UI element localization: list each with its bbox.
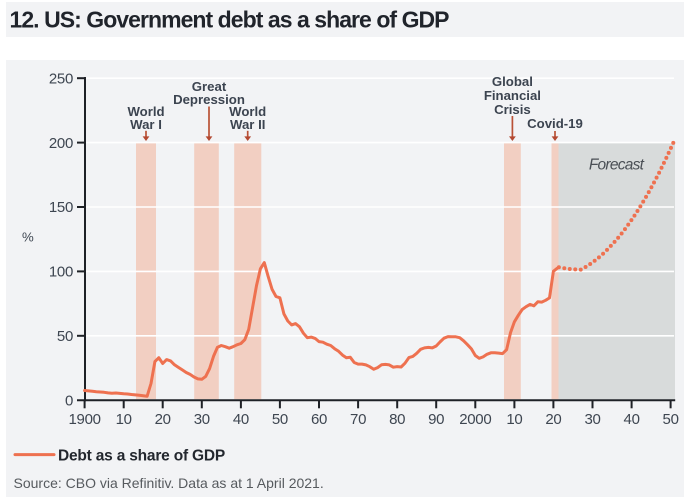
svg-text:10: 10	[116, 411, 132, 428]
svg-text:Depression: Depression	[173, 92, 245, 107]
svg-text:40: 40	[624, 411, 640, 428]
svg-text:War I: War I	[130, 117, 162, 132]
svg-text:Crisis: Crisis	[494, 102, 531, 117]
svg-text:30: 30	[194, 411, 210, 428]
svg-text:40: 40	[233, 411, 249, 428]
svg-text:50: 50	[663, 411, 679, 428]
svg-text:100: 100	[49, 264, 73, 281]
svg-text:Global: Global	[492, 74, 533, 89]
svg-text:80: 80	[389, 411, 405, 428]
svg-text:%: %	[22, 230, 34, 245]
svg-text:250: 250	[49, 70, 73, 87]
svg-text:200: 200	[49, 135, 73, 152]
svg-text:Forecast: Forecast	[589, 157, 645, 174]
svg-text:1900: 1900	[69, 411, 101, 428]
svg-text:Covid-19: Covid-19	[527, 116, 583, 131]
svg-text:60: 60	[311, 411, 327, 428]
svg-text:12. US: Government debt as a s: 12. US: Government debt as a share of GD…	[10, 7, 450, 33]
svg-text:10: 10	[506, 411, 522, 428]
svg-text:50: 50	[57, 328, 73, 345]
svg-text:150: 150	[49, 199, 73, 216]
svg-text:World: World	[229, 104, 266, 119]
svg-text:Debt as a share of GDP: Debt as a share of GDP	[58, 447, 225, 464]
svg-text:War II: War II	[230, 117, 265, 132]
svg-text:20: 20	[155, 411, 171, 428]
svg-text:20: 20	[545, 411, 561, 428]
svg-text:Great: Great	[192, 79, 227, 94]
svg-text:Financial: Financial	[484, 88, 541, 103]
svg-text:2000: 2000	[459, 411, 491, 428]
svg-text:Source: CBO via Refinitiv. Dat: Source: CBO via Refinitiv. Data as at 1 …	[14, 475, 324, 491]
svg-text:50: 50	[272, 411, 288, 428]
svg-text:World: World	[127, 104, 164, 119]
svg-text:70: 70	[350, 411, 366, 428]
svg-text:90: 90	[428, 411, 444, 428]
svg-text:0: 0	[65, 392, 73, 409]
svg-text:30: 30	[584, 411, 600, 428]
